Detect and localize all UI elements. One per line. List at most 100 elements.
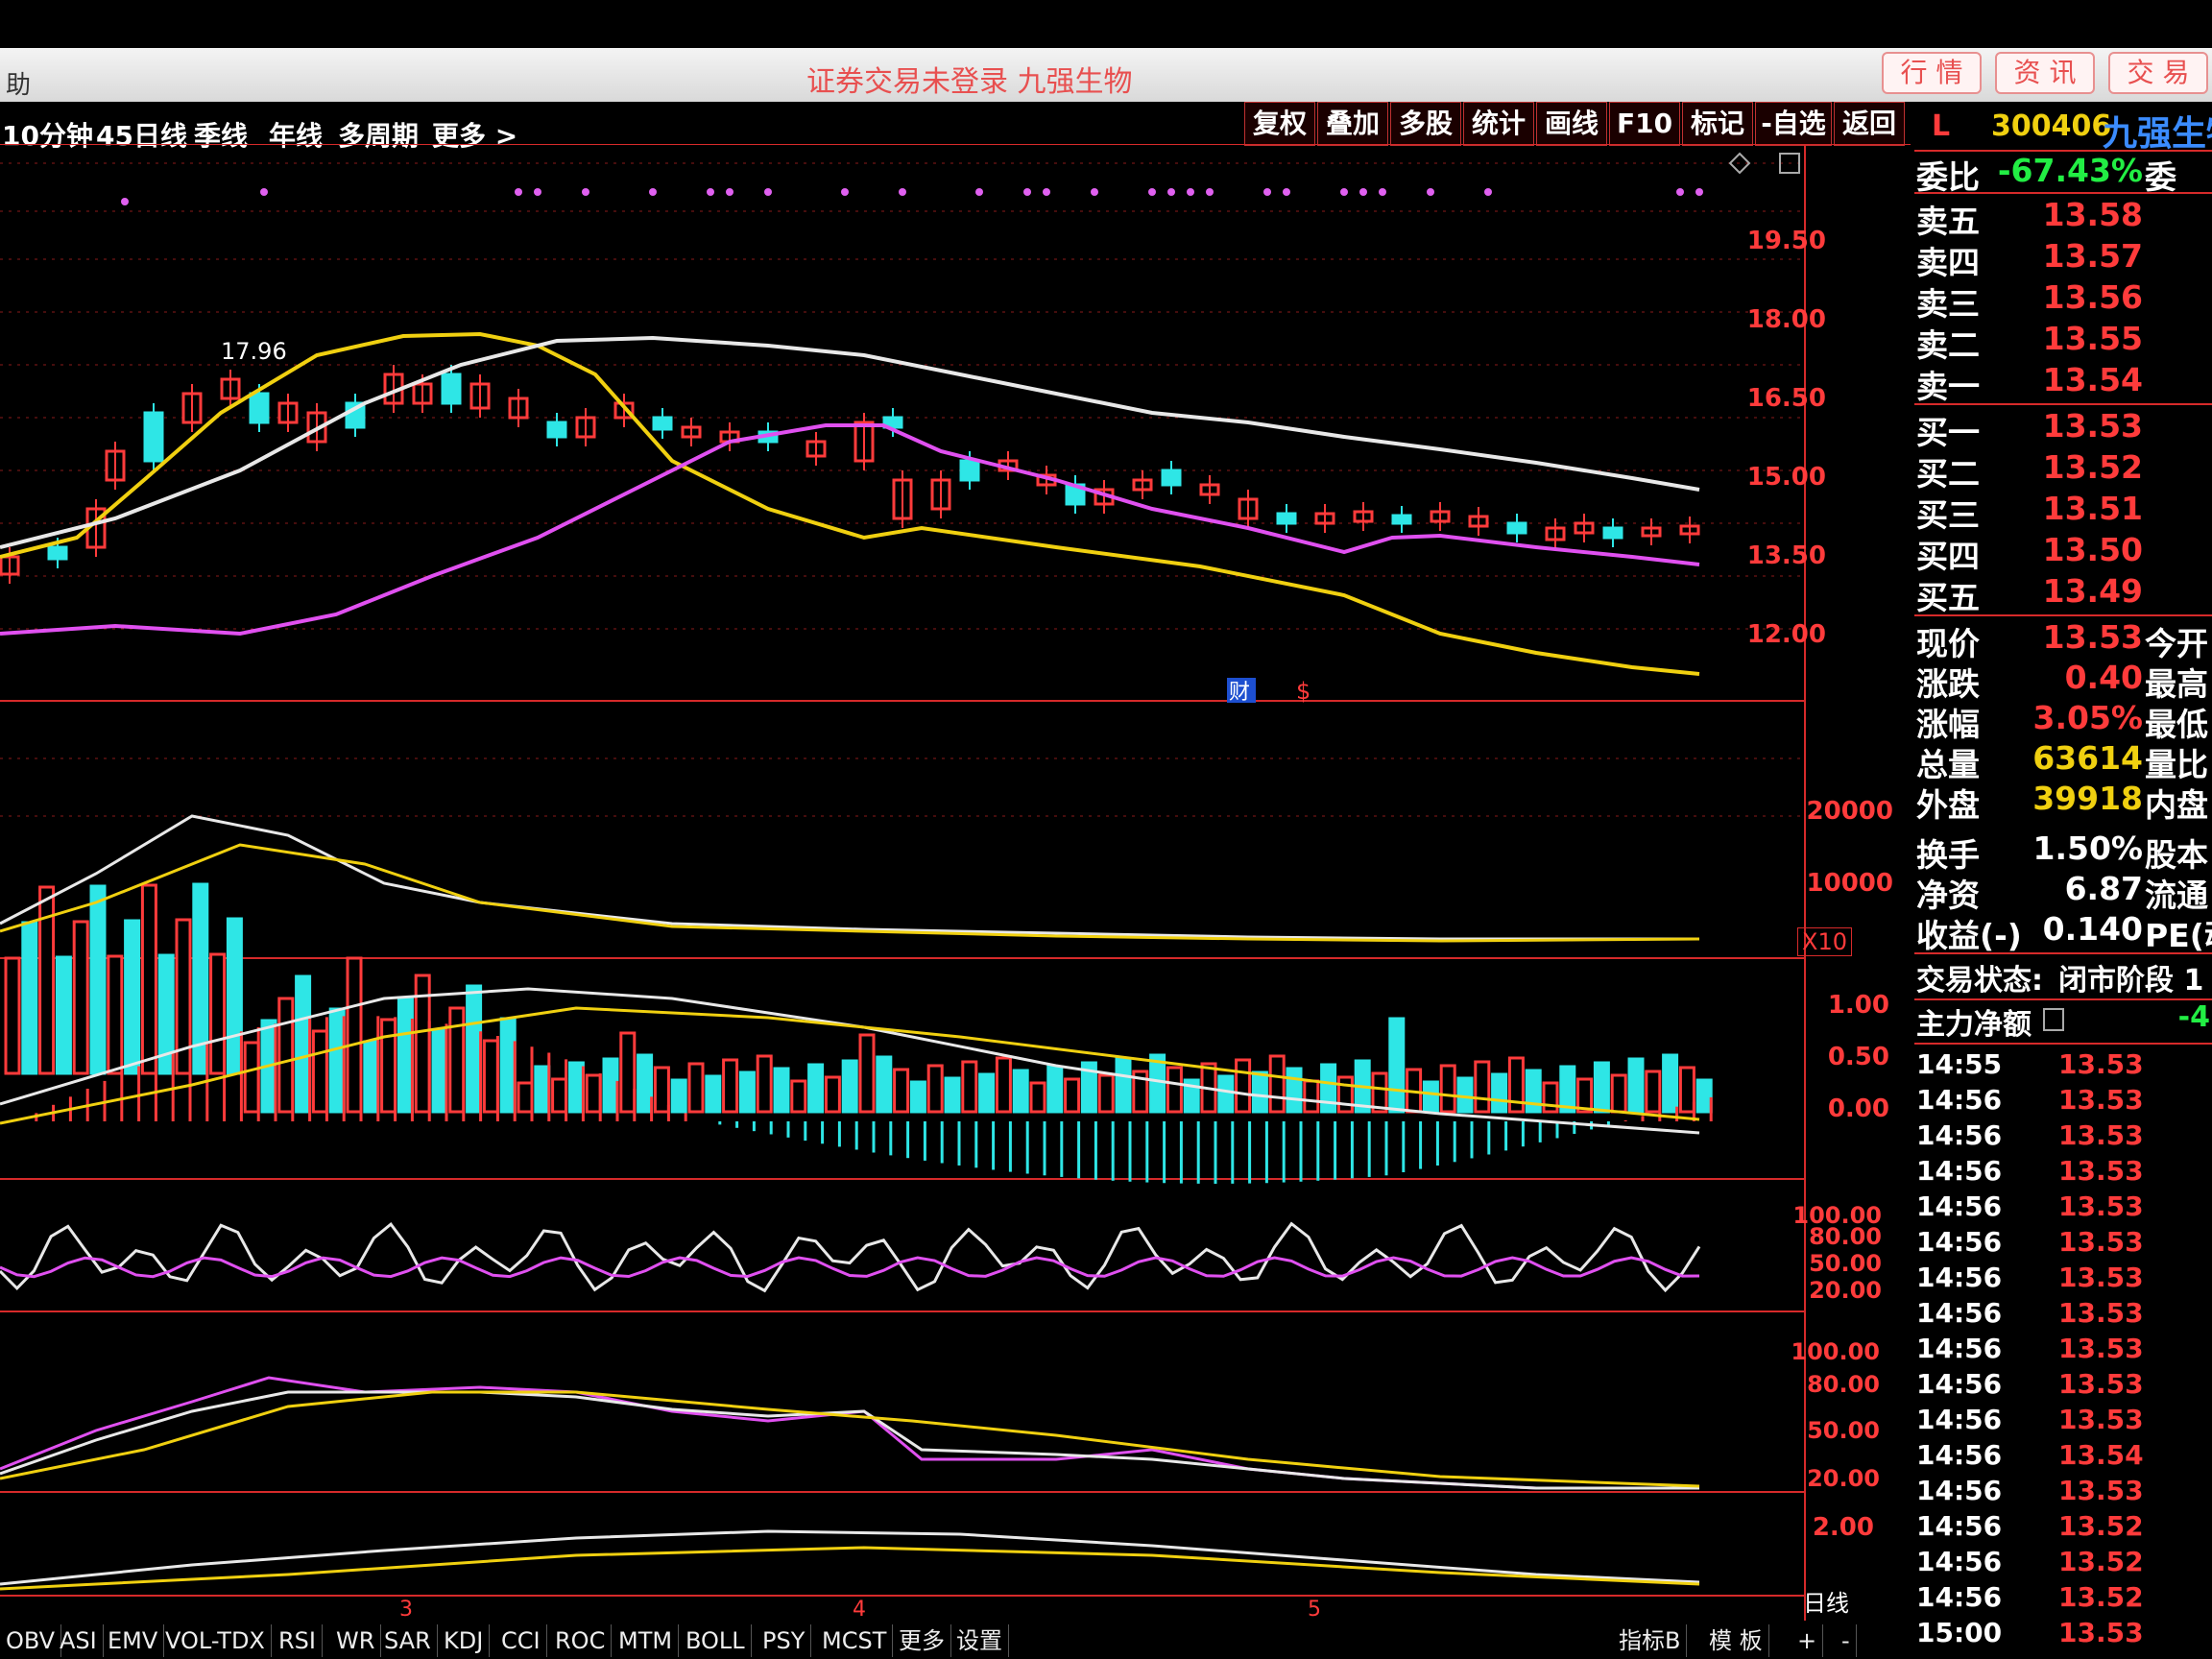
volume-bar xyxy=(995,1056,1012,1114)
volume-bar xyxy=(55,955,72,1075)
indicator-tab[interactable]: SAR xyxy=(378,1624,438,1657)
volume-bar xyxy=(72,920,89,1075)
indicator-tab[interactable]: MCST xyxy=(816,1624,894,1657)
tick-row: 14:56 13.52 xyxy=(1916,1546,2144,1577)
zoom-out-button[interactable]: - xyxy=(1836,1624,1857,1657)
toolbar-stats-button[interactable]: 统计 xyxy=(1463,102,1534,146)
volume-bar xyxy=(277,997,295,1114)
finance-marker[interactable]: 财 xyxy=(1229,681,1250,705)
macd-dif-line xyxy=(0,987,1700,1135)
volume-bar xyxy=(107,954,124,1075)
volume-bar xyxy=(1559,1065,1576,1114)
quote-tab-button[interactable]: 行 情 xyxy=(1882,52,1982,94)
indicator-tab[interactable]: ROC xyxy=(549,1624,613,1657)
period-multi[interactable]: 多周期 xyxy=(338,120,420,152)
quote-row: 涨跌 0.40 最高 xyxy=(1916,659,2208,703)
volume-bar xyxy=(346,956,363,1114)
volume-bar xyxy=(858,1033,876,1114)
signal-dot xyxy=(515,188,522,196)
volume-bar xyxy=(602,1057,619,1114)
main-flow-row[interactable]: 主力净额 -4 xyxy=(1916,1000,2210,1042)
quote-row: 外盘 39918 内盘 xyxy=(1916,780,2208,824)
signal-dot xyxy=(764,188,772,196)
indicator-tab[interactable]: KDJ xyxy=(438,1624,491,1657)
tick-row: 14:56 13.53 xyxy=(1916,1226,2144,1258)
sell-level-row: 卖一 13.54 xyxy=(1916,361,2143,405)
volume-axis-label: 20000 xyxy=(1806,797,1893,826)
indicator-tab[interactable]: 更多 xyxy=(893,1624,951,1657)
volume-bar xyxy=(1029,1081,1046,1114)
volume-bar xyxy=(89,884,107,1075)
dividend-marker[interactable]: $ xyxy=(1296,678,1310,705)
volume-bar xyxy=(1235,1058,1252,1114)
signal-dot xyxy=(1206,188,1214,196)
indicator-tab[interactable]: PSY xyxy=(757,1624,812,1657)
volume-bar xyxy=(380,1018,397,1114)
price-axis-label: 13.50 xyxy=(1746,541,1826,570)
signal-dot xyxy=(899,188,906,196)
volume-bar xyxy=(1576,1077,1594,1114)
news-tab-button[interactable]: 资 讯 xyxy=(1995,52,2095,94)
indicator-tab[interactable]: WR xyxy=(330,1624,382,1657)
buy-level-row: 买一 13.53 xyxy=(1916,407,2143,451)
indicator-tab[interactable]: OBV xyxy=(0,1624,62,1657)
macd-axis-label: 0.50 xyxy=(1827,1043,1889,1071)
volume-bar xyxy=(431,1028,448,1114)
signal-dot xyxy=(975,188,983,196)
indicator-tab[interactable]: RSI xyxy=(273,1624,323,1657)
osc2-axis-label: 80.00 xyxy=(1807,1371,1880,1398)
toolbar-fuquan-button[interactable]: 复权 xyxy=(1244,102,1315,146)
sell-level-row: 卖三 13.56 xyxy=(1916,278,2143,323)
tick-row: 14:56 13.54 xyxy=(1916,1439,2144,1471)
toolbar-mark-button[interactable]: 标记 xyxy=(1682,102,1753,146)
indicator-tab[interactable]: VOL-TDX xyxy=(159,1624,272,1657)
price-axis-label: 19.50 xyxy=(1746,227,1826,255)
volume-bar xyxy=(944,1076,961,1114)
zoom-in-button[interactable]: + xyxy=(1791,1624,1824,1657)
toolbar-draw-button[interactable]: 画线 xyxy=(1536,102,1607,146)
indicator-tab[interactable]: EMV xyxy=(102,1624,165,1657)
volume-bar xyxy=(38,885,56,1075)
toolbar-f10-button[interactable]: F10 xyxy=(1609,102,1680,146)
signal-dot xyxy=(1283,188,1290,196)
volume-bar xyxy=(1268,1054,1286,1114)
tick-row: 14:56 13.53 xyxy=(1916,1084,2144,1116)
toolbar-back-button[interactable]: 返回 xyxy=(1834,102,1905,146)
volume-bar xyxy=(1388,1017,1406,1114)
indicator-b-button[interactable]: 指标B xyxy=(1613,1624,1688,1657)
signal-dot xyxy=(726,188,733,196)
kline-chart[interactable]: 17.96 财 $ xyxy=(0,144,1911,1621)
indicator-tab[interactable]: MTM xyxy=(613,1624,680,1657)
volume-bar xyxy=(619,1031,637,1114)
indicator-tab[interactable]: CCI xyxy=(495,1624,547,1657)
indicator-tab[interactable]: ASI xyxy=(54,1624,104,1657)
period-10min[interactable]: 10分钟 xyxy=(2,120,93,152)
toolbar-watchlist-button[interactable]: -自选 xyxy=(1755,102,1832,146)
period-quarter[interactable]: 季线 xyxy=(194,120,249,152)
panel-toggle-icon[interactable] xyxy=(1779,153,1800,174)
x-axis-label: 3 xyxy=(399,1598,413,1622)
volume-bar xyxy=(140,883,157,1075)
toolbar-multistock-button[interactable]: 多股 xyxy=(1390,102,1461,146)
period-more[interactable]: 更多 > xyxy=(432,120,518,152)
template-button[interactable]: 模 板 xyxy=(1703,1624,1769,1657)
volume-bar xyxy=(824,1075,841,1114)
indicator-tab[interactable]: BOLL xyxy=(680,1624,752,1657)
volume-bar xyxy=(722,1058,739,1114)
volume-bar xyxy=(653,1066,670,1114)
list-icon[interactable] xyxy=(2043,1008,2064,1031)
volume-bar xyxy=(1627,1057,1645,1114)
period-45day[interactable]: 45日线 xyxy=(96,120,187,152)
volume-bar xyxy=(1678,1066,1695,1114)
indicator-tab[interactable]: 设置 xyxy=(950,1624,1009,1657)
trade-tab-button[interactable]: 交 易 xyxy=(2108,52,2208,94)
toolbar-overlay-button[interactable]: 叠加 xyxy=(1317,102,1388,146)
volume-bar xyxy=(1183,1078,1200,1114)
volume-bar xyxy=(1336,1075,1354,1114)
diamond-icon[interactable] xyxy=(1728,152,1751,175)
volume-bar xyxy=(448,1006,466,1114)
title-left-text: 助 xyxy=(6,71,32,100)
macd-dea-line xyxy=(0,1006,1700,1125)
volume-bar xyxy=(1080,1061,1097,1114)
period-year[interactable]: 年线 xyxy=(269,120,324,152)
